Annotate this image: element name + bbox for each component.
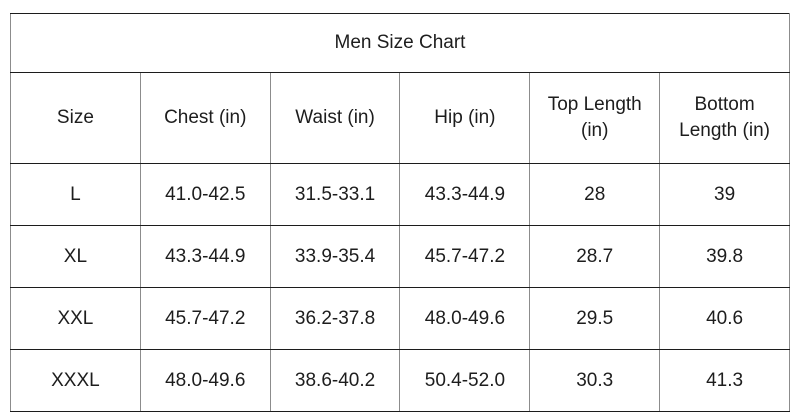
table-cell: 41.0-42.5: [139, 163, 271, 226]
table-cell: 48.0-49.6: [139, 349, 271, 412]
table-cell: 31.5-33.1: [269, 163, 401, 226]
table-title: Men Size Chart: [10, 13, 790, 73]
men-size-chart: Men Size Chart Size Chest (in) Waist (in…: [10, 13, 790, 412]
table-cell: 30.3: [529, 349, 661, 412]
row-label: XL: [10, 225, 141, 288]
table-row-l: L 41.0-42.5 31.5-33.1 43.3-44.9 28 39: [10, 163, 790, 226]
table-cell: 29.5: [529, 287, 661, 350]
table-cell: 33.9-35.4: [269, 225, 401, 288]
table-cell: 45.7-47.2: [399, 225, 531, 288]
column-header-chest: Chest (in): [139, 72, 271, 164]
column-header-waist: Waist (in): [269, 72, 401, 164]
table-cell: 38.6-40.2: [269, 349, 401, 412]
column-header-bottom-length: Bottom Length (in): [659, 72, 790, 164]
table-row-xxl: XXL 45.7-47.2 36.2-37.8 48.0-49.6 29.5 4…: [10, 287, 790, 350]
table-cell: 39: [659, 163, 790, 226]
table-cell: 50.4-52.0: [399, 349, 531, 412]
column-header-top-length: Top Length (in): [529, 72, 661, 164]
table-cell: 41.3: [659, 349, 790, 412]
table-cell: 36.2-37.8: [269, 287, 401, 350]
table-cell: 28.7: [529, 225, 661, 288]
table-cell: 28: [529, 163, 661, 226]
table-cell: 40.6: [659, 287, 790, 350]
column-header-size: Size: [10, 72, 141, 164]
header-row: Size Chest (in) Waist (in) Hip (in) Top …: [10, 72, 790, 164]
men-size-chart-table: Men Size Chart Size Chest (in) Waist (in…: [10, 13, 790, 412]
row-label: XXL: [10, 287, 141, 350]
table-cell: 43.3-44.9: [399, 163, 531, 226]
column-header-hip: Hip (in): [399, 72, 531, 164]
table-cell: 39.8: [659, 225, 790, 288]
row-label: XXXL: [10, 349, 141, 412]
table-cell: 45.7-47.2: [139, 287, 271, 350]
table-row-xl: XL 43.3-44.9 33.9-35.4 45.7-47.2 28.7 39…: [10, 225, 790, 288]
table-cell: 43.3-44.9: [139, 225, 271, 288]
title-row: Men Size Chart: [10, 13, 790, 73]
row-label: L: [10, 163, 141, 226]
table-row-xxxl: XXXL 48.0-49.6 38.6-40.2 50.4-52.0 30.3 …: [10, 349, 790, 412]
table-cell: 48.0-49.6: [399, 287, 531, 350]
